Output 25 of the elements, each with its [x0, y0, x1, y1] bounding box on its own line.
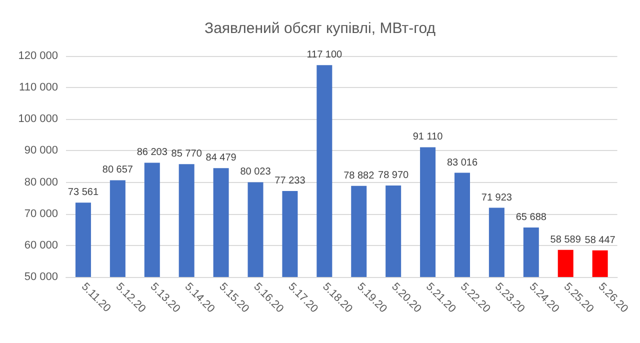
data-label: 73 561: [68, 187, 99, 198]
data-label: 58 589: [550, 234, 582, 246]
y-tick-label: 100 000: [18, 113, 58, 126]
y-tick-label: 50 000: [24, 271, 58, 283]
data-label: 58 447: [584, 234, 616, 246]
data-label: 117 100: [306, 50, 343, 61]
data-label: 77 233: [274, 176, 306, 187]
y-tick-label: 70 000: [24, 208, 58, 220]
data-label: 71 923: [481, 192, 512, 204]
data-label: 86 203: [136, 147, 168, 158]
data-label: 78 882: [344, 170, 375, 182]
data-label: 85 770: [171, 148, 202, 160]
y-tick-label: 90 000: [24, 144, 58, 157]
chart-title: Заявлений обсяг купівлі, МВт-год: [204, 20, 436, 37]
y-tick-label: 80 000: [24, 176, 58, 188]
y-tick-label: 120 000: [18, 50, 58, 62]
data-label: 80 657: [102, 164, 134, 176]
data-label: 84 479: [206, 152, 237, 164]
y-tick-label: 110 000: [19, 82, 58, 94]
y-tick-label: 60 000: [24, 239, 58, 252]
data-label: 83 016: [446, 157, 478, 168]
data-label: 80 023: [240, 166, 272, 178]
data-label: 65 688: [516, 212, 547, 223]
data-label: 91 110: [412, 132, 444, 143]
data-label: 78 970: [378, 170, 410, 182]
